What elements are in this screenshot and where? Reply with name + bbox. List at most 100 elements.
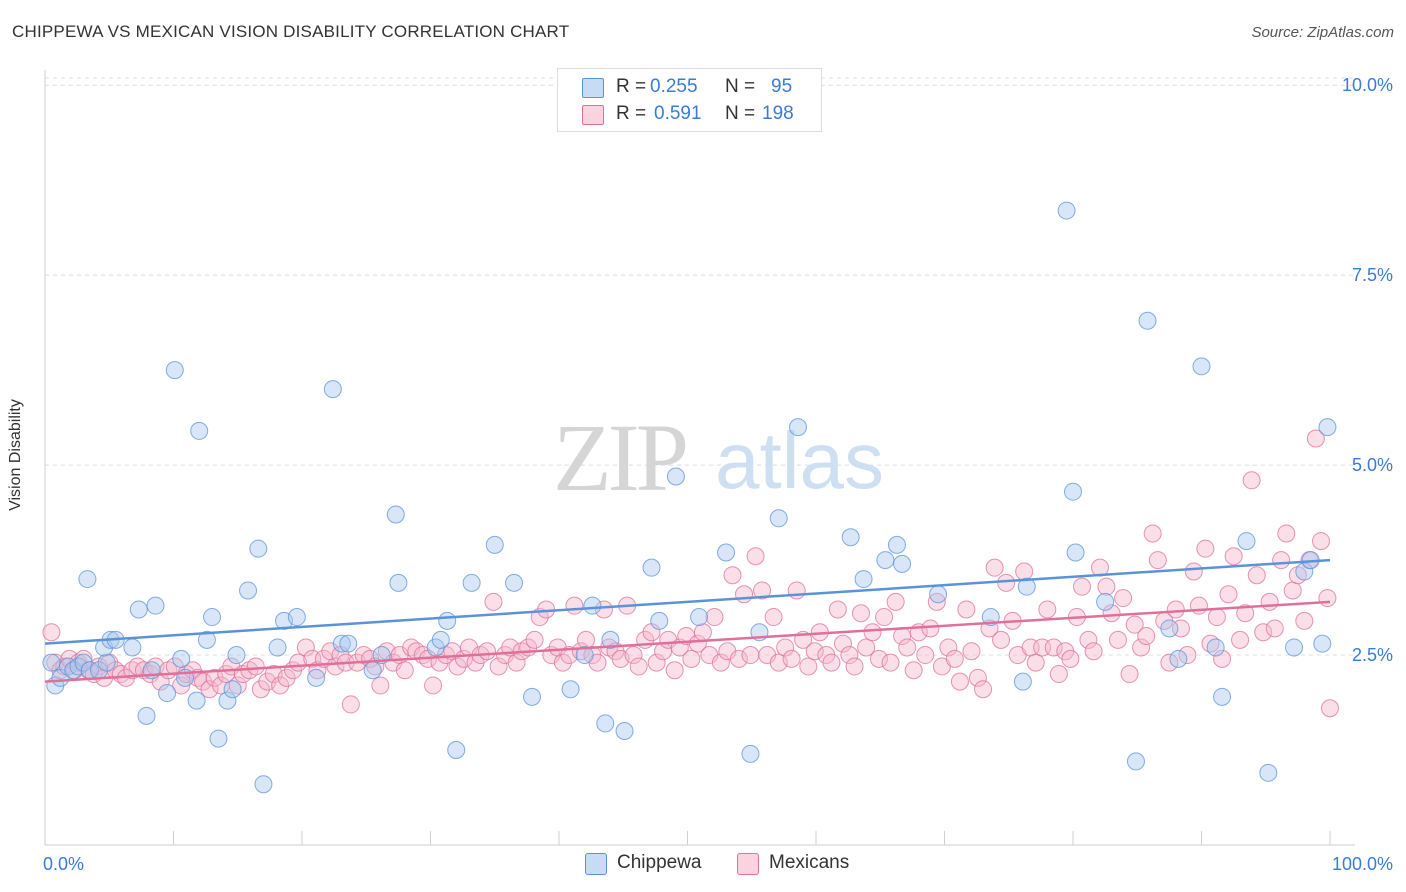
point-mexicans bbox=[1143, 524, 1162, 543]
point-chippewa bbox=[332, 634, 351, 653]
point-chippewa bbox=[666, 467, 685, 486]
point-chippewa bbox=[209, 729, 228, 748]
point-mexicans bbox=[1049, 665, 1068, 684]
point-mexicans bbox=[647, 653, 666, 672]
point-chippewa bbox=[249, 539, 268, 558]
point-mexicans bbox=[194, 672, 213, 691]
point-mexicans bbox=[60, 649, 79, 668]
point-mexicans bbox=[1166, 600, 1185, 619]
point-chippewa bbox=[197, 630, 216, 649]
point-chippewa bbox=[223, 680, 242, 699]
point-mexicans bbox=[851, 604, 870, 623]
point-mexicans bbox=[822, 653, 841, 672]
legend-swatch-mexicans bbox=[737, 853, 759, 875]
point-mexicans bbox=[489, 657, 508, 676]
point-chippewa bbox=[575, 646, 594, 665]
point-chippewa bbox=[123, 638, 142, 657]
point-mexicans bbox=[875, 608, 894, 627]
point-chippewa bbox=[137, 706, 156, 725]
point-mexicans bbox=[1260, 592, 1279, 611]
watermark-atlas: atlas bbox=[715, 416, 884, 505]
point-chippewa bbox=[1064, 482, 1082, 501]
point-mexicans bbox=[764, 608, 783, 627]
point-chippewa bbox=[1318, 418, 1337, 437]
point-mexicans bbox=[1272, 551, 1291, 570]
y-axis-label: Vision Disability bbox=[7, 399, 24, 511]
point-mexicans bbox=[682, 649, 701, 668]
point-mexicans bbox=[957, 600, 976, 619]
point-mexicans bbox=[1242, 471, 1261, 490]
x-tick-label: 0.0% bbox=[43, 854, 84, 874]
point-mexicans bbox=[1072, 577, 1091, 596]
point-mexicans bbox=[833, 634, 852, 653]
point-chippewa bbox=[650, 611, 669, 630]
point-chippewa bbox=[929, 585, 948, 604]
point-chippewa bbox=[1096, 592, 1115, 611]
point-chippewa bbox=[165, 361, 184, 380]
point-mexicans bbox=[962, 642, 981, 661]
legend-r-label: R = bbox=[616, 103, 647, 124]
point-mexicans bbox=[746, 547, 765, 566]
point-chippewa bbox=[854, 570, 873, 589]
point-mexicans bbox=[1196, 539, 1215, 558]
point-mexicans bbox=[921, 619, 940, 638]
point-chippewa bbox=[717, 543, 736, 562]
point-mexicans bbox=[886, 592, 905, 611]
point-mexicans bbox=[42, 623, 61, 642]
point-mexicans bbox=[1108, 630, 1127, 649]
point-chippewa bbox=[485, 535, 504, 554]
point-chippewa bbox=[158, 684, 177, 703]
point-chippewa bbox=[218, 691, 237, 710]
legend-r-label: R = bbox=[616, 76, 647, 97]
point-mexicans bbox=[1236, 604, 1255, 623]
point-mexicans bbox=[1254, 623, 1273, 642]
point-chippewa bbox=[596, 714, 615, 733]
point-chippewa bbox=[1138, 311, 1157, 330]
point-mexicans bbox=[246, 657, 265, 676]
point-mexicans bbox=[723, 566, 742, 585]
point-chippewa bbox=[227, 646, 246, 665]
point-mexicans bbox=[828, 600, 847, 619]
point-mexicans bbox=[1283, 581, 1302, 600]
legend-n-value: 198 bbox=[762, 103, 794, 124]
data-points bbox=[42, 201, 1339, 794]
point-mexicans bbox=[1219, 585, 1238, 604]
point-mexicans bbox=[1295, 611, 1314, 630]
legend-label-mexicans: Mexicans bbox=[769, 852, 850, 873]
legend-swatch-chippewa bbox=[585, 853, 607, 875]
point-mexicans bbox=[1213, 649, 1232, 668]
point-chippewa bbox=[1285, 638, 1304, 657]
point-mexicans bbox=[1102, 604, 1121, 623]
point-mexicans bbox=[271, 676, 290, 695]
point-mexicans bbox=[1148, 551, 1167, 570]
point-mexicans bbox=[729, 649, 748, 668]
point-chippewa bbox=[78, 570, 97, 589]
point-mexicans bbox=[845, 657, 864, 676]
legend-r-value: 0.591 bbox=[654, 103, 702, 124]
point-mexicans bbox=[741, 646, 760, 665]
point-mexicans bbox=[939, 638, 958, 657]
point-mexicans bbox=[857, 638, 876, 657]
legend-swatch-chippewa bbox=[582, 78, 604, 98]
point-mexicans bbox=[296, 638, 315, 657]
legend-n-label: N = bbox=[725, 103, 756, 124]
legend-swatch-mexicans bbox=[582, 105, 604, 125]
point-chippewa bbox=[462, 573, 481, 592]
point-mexicans bbox=[1247, 566, 1266, 585]
point-mexicans bbox=[950, 672, 969, 691]
point-mexicans bbox=[711, 653, 730, 672]
point-mexicans bbox=[1084, 642, 1103, 661]
point-chippewa bbox=[268, 638, 287, 657]
point-mexicans bbox=[424, 676, 443, 695]
point-mexicans bbox=[1224, 547, 1243, 566]
y-tick-label: 10.0% bbox=[1342, 75, 1393, 95]
point-chippewa bbox=[887, 535, 906, 554]
source-label: Source: ZipAtlas.com bbox=[1251, 24, 1394, 41]
point-mexicans bbox=[705, 608, 724, 627]
point-chippewa bbox=[146, 596, 165, 615]
point-mexicans bbox=[968, 668, 987, 687]
point-mexicans bbox=[629, 657, 648, 676]
point-chippewa bbox=[1259, 763, 1278, 782]
y-tick-label: 2.5% bbox=[1352, 645, 1393, 665]
point-mexicans bbox=[1318, 589, 1337, 608]
